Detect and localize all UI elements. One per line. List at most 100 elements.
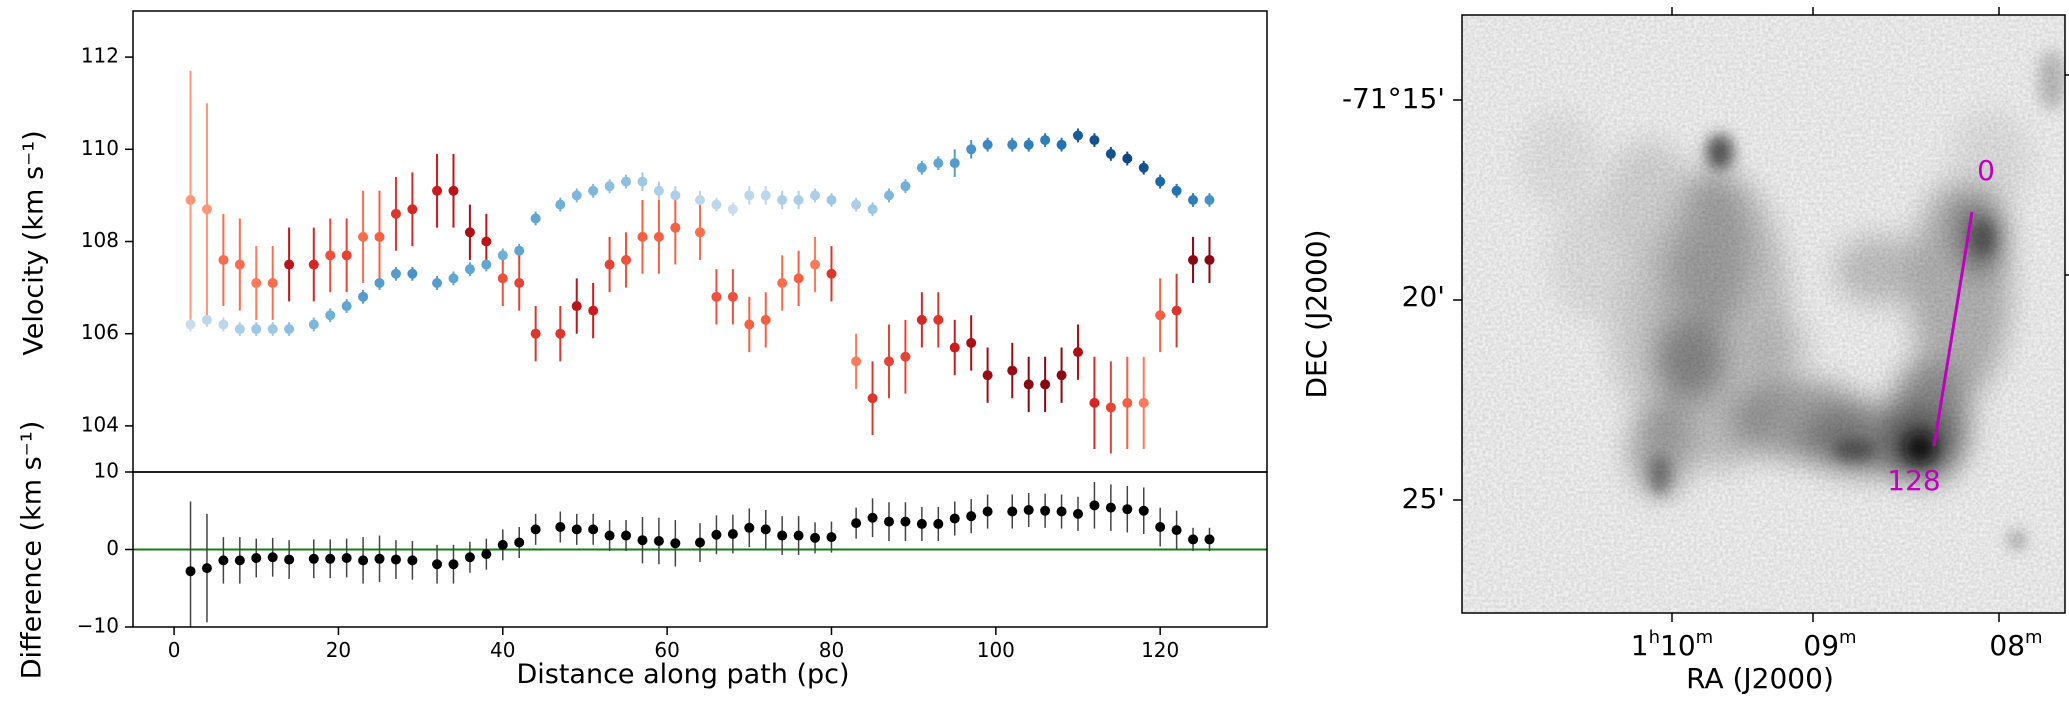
difference-data-point: [588, 524, 599, 535]
blue-data-point: [497, 250, 508, 261]
blue-data-point: [374, 277, 385, 288]
velocity-y-tick-label: 110: [81, 136, 119, 160]
red-data-point: [1105, 402, 1116, 413]
difference-points: [185, 500, 1215, 577]
difference-data-point: [900, 516, 911, 527]
blue-data-point: [185, 319, 196, 330]
blue-data-point: [1073, 130, 1083, 141]
difference-data-point: [793, 530, 804, 541]
velocity-y-label: Velocity (km s⁻¹): [19, 130, 50, 355]
red-data-point: [1188, 254, 1199, 265]
difference-data-point: [251, 553, 262, 564]
blue-data-point: [851, 199, 862, 210]
red-data-point: [571, 301, 582, 312]
blue-data-point: [308, 319, 319, 330]
distance-x-tick-label: 0: [168, 638, 181, 662]
difference-data-point: [1007, 506, 1018, 517]
ra-axis-label: RA (J2000): [1686, 662, 1834, 695]
path-start-label: 0: [1977, 154, 1995, 187]
difference-data-point: [982, 506, 993, 517]
red-data-point: [1007, 365, 1018, 376]
red-data-point: [1138, 397, 1149, 408]
red-data-point: [407, 204, 418, 215]
red-data-point: [308, 259, 319, 270]
difference-data-point: [933, 518, 944, 529]
distance-x-ticks: 0 20 40 60 80 100 120: [168, 627, 1179, 662]
distance-x-tick-label: 100: [977, 638, 1015, 662]
blue-data-point: [621, 176, 632, 187]
difference-data-point: [1023, 504, 1034, 515]
difference-y-ticks: −10 0 10: [77, 459, 133, 638]
blue-data-point: [1056, 139, 1067, 150]
difference-data-point: [514, 537, 525, 548]
blue-data-point: [695, 195, 705, 206]
distance-x-tick-label: 20: [326, 638, 351, 662]
difference-data-point: [916, 518, 927, 529]
blue-data-point: [1023, 139, 1034, 150]
blue-data-point: [777, 195, 788, 206]
blue-data-point: [637, 176, 648, 187]
red-data-point: [916, 314, 927, 325]
blue-data-point: [810, 190, 821, 201]
difference-data-point: [234, 555, 245, 566]
difference-data-point: [1171, 525, 1182, 536]
red-data-point: [711, 291, 722, 302]
blue-data-point: [571, 190, 582, 201]
blue-data-point: [588, 185, 599, 196]
difference-data-point: [884, 516, 894, 527]
blue-data-point: [900, 181, 911, 192]
velocity-panel: 104 106 108 110 112 Velocity (km s⁻¹): [19, 10, 1268, 473]
grayscale-intensity-map: [1462, 15, 2065, 613]
blue-data-point: [201, 314, 212, 325]
blue-data-point: [884, 190, 894, 201]
difference-data-point: [390, 554, 401, 565]
red-data-point: [1056, 370, 1067, 381]
blue-data-point: [464, 264, 475, 275]
red-data-point: [251, 277, 262, 288]
distance-x-label: Distance along path (pc): [516, 659, 849, 690]
red-data-point: [358, 231, 369, 242]
blue-data-point: [251, 324, 262, 335]
distance-x-tick-label: 60: [654, 638, 679, 662]
blue-data-point: [1089, 135, 1100, 146]
difference-data-point: [604, 530, 615, 541]
blue-data-point: [1171, 185, 1182, 196]
red-data-point: [637, 231, 648, 242]
difference-data-point: [621, 530, 632, 541]
red-data-point: [793, 273, 804, 284]
blue-data-point: [916, 162, 927, 173]
difference-data-point: [637, 535, 648, 546]
distance-x-tick-label: 80: [819, 638, 844, 662]
blue-data-point: [727, 204, 738, 215]
difference-data-point: [851, 518, 862, 529]
dec-tick-label: 25': [1402, 482, 1445, 515]
difference-data-point: [201, 563, 212, 574]
red-data-point: [695, 227, 705, 238]
blue-data-point: [982, 139, 993, 150]
difference-data-point: [284, 554, 295, 565]
difference-data-point: [1105, 502, 1116, 513]
velocity-y-ticks: 104 106 108 110 112: [81, 44, 133, 436]
blue-data-point: [653, 185, 664, 196]
sky-image-panel: 0 128 1h10m 09m 08m -71°15' 20' 25' RA (…: [1300, 7, 2069, 695]
red-data-point: [185, 195, 196, 206]
red-data-point: [1089, 397, 1100, 408]
difference-data-point: [358, 555, 369, 566]
red-data-point: [670, 222, 681, 233]
red-data-point: [884, 356, 894, 367]
blue-data-point: [267, 324, 278, 335]
distance-x-tick-label: 40: [490, 638, 515, 662]
red-data-point: [448, 185, 459, 196]
blue-data-point: [530, 213, 541, 224]
red-data-point: [267, 277, 278, 288]
red-data-point: [218, 254, 229, 265]
red-data-point: [760, 314, 771, 325]
difference-data-point: [374, 553, 385, 564]
red-data-point: [621, 254, 632, 265]
red-data-point: [1171, 305, 1182, 316]
red-data-point: [982, 370, 993, 381]
red-data-point: [1204, 254, 1215, 265]
red-data-point: [810, 259, 821, 270]
red-data-point: [744, 319, 755, 330]
